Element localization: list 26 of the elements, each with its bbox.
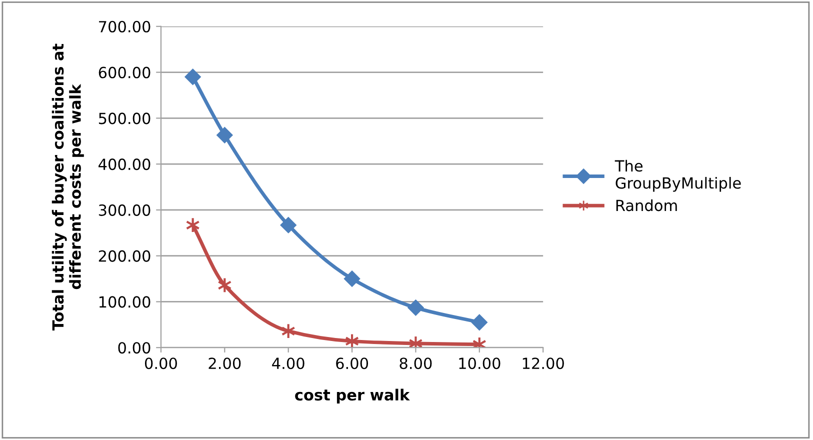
x-tick-label: 4.00 (272, 358, 304, 370)
x-tick-label: 0.00 (144, 358, 177, 370)
x-axis-title: cost per walk (295, 388, 410, 404)
y-tick-label: 700.00 (99, 20, 150, 32)
y-tick-label: 100.00 (99, 296, 150, 308)
x-tick-label: 2.00 (208, 358, 241, 370)
x-tick-label: 8.00 (400, 358, 432, 370)
point (344, 270, 360, 287)
y-tick-label: 400.00 (98, 158, 150, 170)
y-tick-label: 600.00 (98, 66, 150, 78)
x-tick-label: 6.00 (336, 358, 368, 370)
point (280, 217, 296, 234)
legend-label: Random (616, 199, 677, 212)
point (471, 314, 488, 330)
y-tick-label: 300.00 (98, 204, 150, 216)
point (216, 127, 233, 144)
x-tick-label: 12.00 (522, 358, 564, 370)
y-tick-label: 500.00 (98, 112, 150, 124)
y-tick-label: 200.00 (98, 250, 150, 262)
point (344, 333, 360, 348)
legend-label: The GroupByMultiple (614, 160, 741, 192)
y-axis-title: Total utility of buyer coalitions at different costs per walk (52, 44, 84, 331)
point (184, 68, 201, 85)
y-tick-label: 0.00 (118, 342, 150, 354)
x-tick-label: 10.00 (459, 358, 500, 370)
point (408, 300, 424, 316)
